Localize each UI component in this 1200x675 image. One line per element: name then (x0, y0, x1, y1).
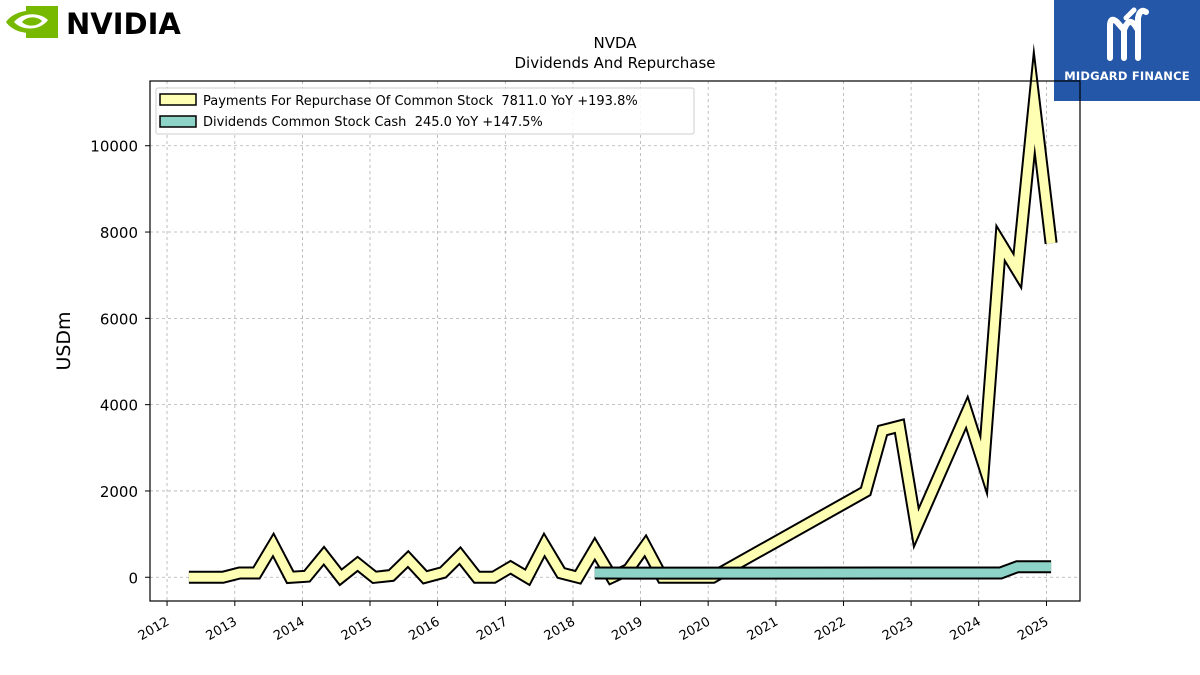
legend-swatch-dividends (159, 115, 197, 128)
chart-title: NVDA (593, 34, 637, 52)
x-tick-label: 2013 (204, 614, 240, 644)
x-tick-label: 2018 (542, 614, 578, 644)
legend-label-repurchase: Payments For Repurchase Of Common Stock … (203, 94, 638, 109)
legend-swatch-repurchase (159, 93, 197, 106)
y-tick-label: 0 (128, 569, 138, 587)
x-tick-label: 2024 (948, 614, 984, 644)
midgard-finance-badge: MIDGARD FINANCE (1054, 0, 1200, 101)
x-tick-label: 2025 (1015, 614, 1051, 644)
series-line-repurchase (188, 43, 1058, 587)
series-fill (594, 562, 1052, 578)
nvidia-eye-icon (6, 6, 58, 38)
chart-subtitle: Dividends And Repurchase (514, 54, 715, 72)
plot-frame (149, 80, 1081, 602)
grid-lines (150, 81, 1080, 601)
legend-box (155, 87, 695, 135)
x-tick-label: 2019 (609, 614, 645, 644)
legend-label-dividends: Dividends Common Stock Cash 245.0 YoY +1… (203, 115, 543, 130)
x-axis: 2012 2013 2014 2015 2016 2017 2018 2019 2020 2021… (136, 601, 1051, 644)
x-tick-label: 2014 (271, 614, 307, 644)
x-tick-label: 2020 (677, 614, 713, 644)
x-tick-label: 2015 (339, 614, 375, 644)
y-tick-label: 8000 (100, 224, 138, 242)
x-tick-label: 2022 (812, 614, 848, 644)
x-tick-label: 2023 (880, 614, 916, 644)
y-tick-label: 10000 (90, 138, 138, 156)
y-tick-label: 2000 (100, 483, 138, 501)
series-layer (188, 43, 1058, 587)
x-tick-label: 2016 (406, 614, 442, 644)
y-axis-label: USDm (53, 311, 75, 370)
series-line-dividends (594, 560, 1052, 580)
y-axis: 0 2000 4000 6000 8000 10000 (90, 138, 150, 587)
nvidia-wordmark: NVIDIA (66, 7, 181, 41)
midgard-m-icon (1107, 7, 1149, 61)
series-fill (188, 61, 1056, 584)
nvidia-logo: NVIDIA (6, 6, 181, 41)
midgard-finance-text: MIDGARD FINANCE (1064, 69, 1190, 83)
x-tick-label: 2021 (745, 614, 781, 644)
y-tick-label: 6000 (100, 310, 138, 328)
x-tick-label: 2017 (474, 614, 510, 644)
legend: Payments For Repurchase Of Common Stock … (155, 87, 695, 135)
x-tick-label: 2012 (136, 614, 172, 644)
y-tick-label: 4000 (100, 397, 138, 415)
